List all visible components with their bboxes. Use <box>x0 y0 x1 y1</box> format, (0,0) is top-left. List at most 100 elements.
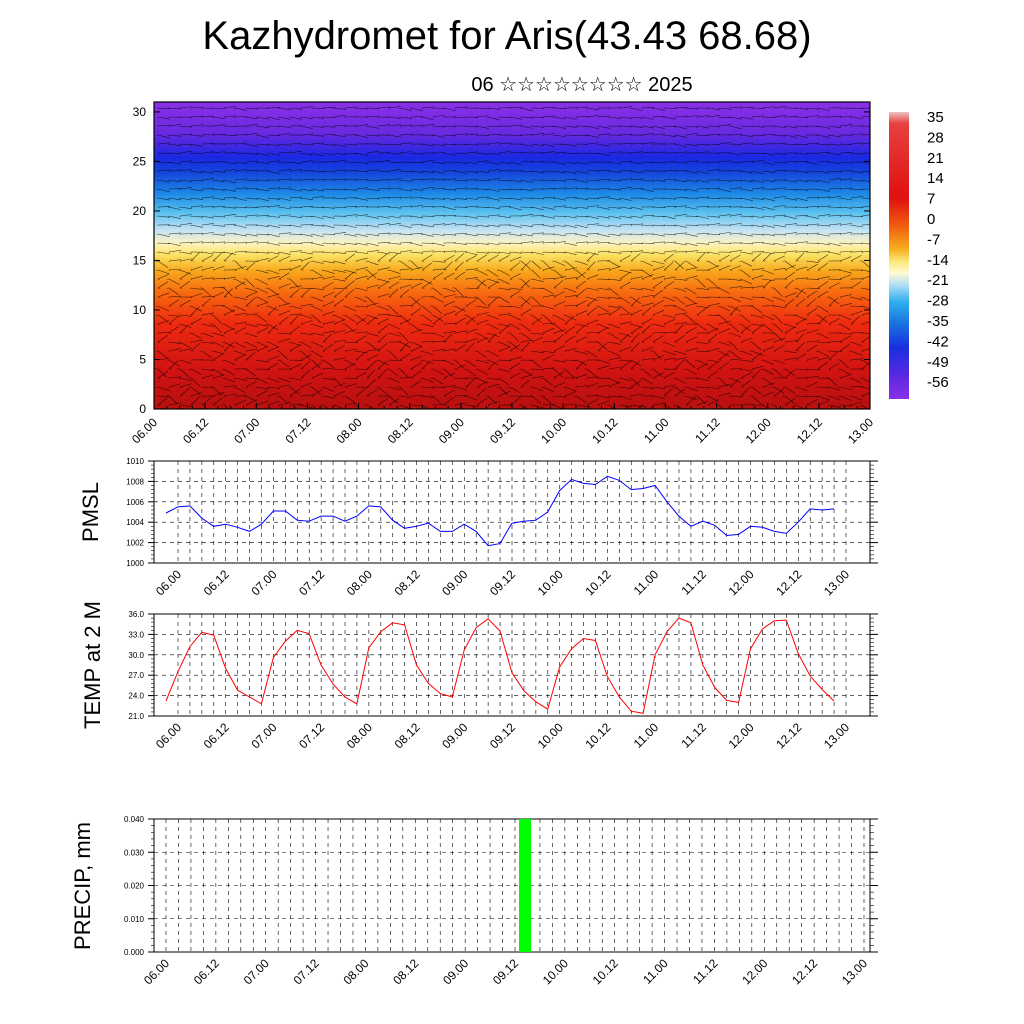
wind-barb-flag <box>607 350 610 352</box>
wind-barb-flag <box>267 296 270 299</box>
wind-barb-flag <box>564 215 566 218</box>
wind-barb <box>168 360 179 370</box>
wind-barb <box>333 232 346 235</box>
wind-barb <box>597 215 610 219</box>
wind-barb-flag <box>431 134 434 137</box>
wind-barb <box>641 242 654 244</box>
wind-barb-flag <box>399 287 402 290</box>
wind-barb <box>256 359 269 363</box>
wind-barb <box>168 143 181 146</box>
x-tick-label: 06.12 <box>180 415 211 446</box>
wind-barb <box>223 341 235 348</box>
wind-barb <box>421 116 434 121</box>
wind-barb <box>278 302 291 307</box>
wind-barb-flag <box>190 278 193 281</box>
wind-barb-flag <box>762 341 765 344</box>
wind-barb <box>729 341 739 351</box>
wind-barb <box>740 251 753 255</box>
wind-barb <box>201 133 214 136</box>
wind-barb-flag <box>641 125 643 128</box>
wind-barb-flag <box>278 170 280 173</box>
wind-barb <box>861 250 870 253</box>
wind-barb <box>190 197 203 200</box>
wind-barb <box>498 169 511 172</box>
wind-barb-flag <box>663 377 666 379</box>
x-tick-label: 08.12 <box>392 720 423 751</box>
wind-barb <box>828 296 840 304</box>
wind-barb <box>718 116 731 119</box>
wind-barb <box>443 250 456 253</box>
wind-barb <box>267 305 280 312</box>
wind-barb <box>256 314 267 323</box>
wind-barb <box>806 223 819 226</box>
wind-barb-flag <box>630 404 632 407</box>
wind-barb <box>850 224 863 228</box>
wind-barb <box>234 399 247 406</box>
wind-barb <box>531 215 545 217</box>
wind-barb <box>520 251 533 254</box>
wind-barb-flag <box>586 116 588 119</box>
wind-barb <box>333 298 345 307</box>
wind-barb <box>575 360 586 370</box>
wind-barb <box>432 233 445 236</box>
wind-barb <box>784 271 795 280</box>
wind-barb <box>245 214 258 217</box>
wind-barb <box>234 116 248 118</box>
wind-barb-flag <box>333 323 336 325</box>
wind-barb <box>454 251 468 253</box>
wind-barb-flag <box>465 278 467 281</box>
wind-barb-flag <box>234 323 236 326</box>
wind-barb-flag <box>387 386 390 389</box>
wind-barb <box>707 395 719 402</box>
wind-barb <box>740 403 753 406</box>
wind-barb <box>256 269 269 274</box>
wind-barb <box>179 368 190 378</box>
wind-barb-flag <box>366 152 368 155</box>
colorbar-label: -21 <box>927 272 949 289</box>
wind-barb-flag <box>366 305 369 308</box>
wind-barb <box>256 278 268 285</box>
wind-barb <box>399 284 412 289</box>
wind-barb <box>751 170 764 175</box>
wind-barb-flag <box>740 179 742 182</box>
wind-barb <box>729 278 742 281</box>
wind-barb <box>289 305 302 309</box>
wind-barb <box>641 368 652 377</box>
wind-barb-flag <box>432 161 434 164</box>
wind-barb <box>608 350 621 357</box>
wind-barb <box>245 287 258 292</box>
wind-barb-flag <box>695 377 698 380</box>
wind-barb <box>575 170 588 174</box>
wind-barb <box>487 161 500 166</box>
wind-barb-flag <box>179 197 181 200</box>
wind-barb-flag <box>266 341 269 343</box>
wind-barb-flag <box>586 107 588 110</box>
wind-barb-flag <box>596 206 599 209</box>
wind-barb <box>586 232 599 235</box>
wind-barb <box>586 134 599 138</box>
wind-barb-flag <box>266 116 269 119</box>
wind-barb <box>366 284 379 289</box>
wind-barb <box>861 377 870 383</box>
wind-barb-flag <box>585 134 588 137</box>
wind-barb <box>795 241 808 244</box>
wind-barb <box>223 309 235 316</box>
wind-barb-flag <box>806 404 809 406</box>
wind-barb-flag <box>300 386 303 389</box>
wind-barb <box>388 368 399 377</box>
wind-barb <box>256 241 269 244</box>
wind-barb-flag <box>465 224 467 227</box>
wind-barb <box>465 161 478 165</box>
wind-barb-flag <box>377 269 380 272</box>
wind-barb <box>322 367 335 370</box>
wind-barb-flag <box>410 287 413 289</box>
wind-barb <box>509 197 522 201</box>
wind-barb <box>839 368 851 375</box>
wind-barb-flag <box>816 134 819 137</box>
wind-barb <box>267 341 280 348</box>
wind-barb <box>344 377 358 379</box>
wind-barb-flag <box>520 377 523 380</box>
wind-barb-flag <box>828 287 831 289</box>
wind-barb-flag <box>784 125 786 128</box>
wind-barb-flag <box>432 143 434 146</box>
